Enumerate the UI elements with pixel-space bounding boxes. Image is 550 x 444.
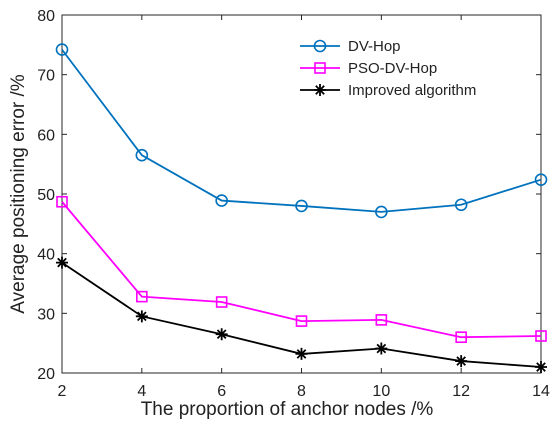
data-point: [455, 331, 467, 344]
data-point: [56, 195, 68, 208]
data-point: [295, 315, 308, 327]
legend: DV-Hop PSO-DV-Hop Improved algorithm: [300, 38, 476, 99]
y-tick-label: 50: [37, 187, 55, 204]
data-point-shape: [535, 361, 547, 374]
legend-marker: [314, 84, 326, 96]
data-point-shape: [215, 328, 228, 341]
x-tick-label: 14: [532, 383, 550, 400]
x-tick-label: 4: [137, 383, 146, 400]
data-point-shape: [295, 347, 308, 360]
series-dv-hop: [55, 43, 548, 219]
y-tick-label: 60: [37, 127, 55, 144]
series-pso-dv-hop: [56, 195, 547, 344]
x-tick-label: 8: [297, 383, 306, 400]
series-layer: [55, 43, 548, 374]
y-tick-label: 80: [37, 8, 55, 25]
data-point-shape: [375, 342, 388, 355]
data-point: [455, 355, 468, 368]
y-axis-label: Average positioning error /%: [8, 74, 29, 313]
data-point: [135, 310, 148, 323]
legend-marker: [314, 62, 326, 74]
legend-label: Improved algorithm: [348, 82, 476, 99]
legend-label: DV-Hop: [348, 38, 401, 55]
x-tick-label: 12: [452, 383, 470, 400]
data-point: [135, 148, 149, 162]
x-tick-label: 10: [372, 383, 390, 400]
data-point: [56, 256, 68, 269]
x-tick-label: 6: [217, 383, 226, 400]
legend-item: DV-Hop: [300, 38, 401, 55]
y-tick-label: 40: [37, 247, 55, 264]
series-improved-algorithm: [56, 256, 547, 374]
y-tick-label: 20: [37, 366, 55, 383]
data-point: [375, 342, 388, 355]
data-point-shape: [56, 256, 68, 269]
y-tick-label: 70: [37, 68, 55, 85]
data-point-shape: [135, 310, 148, 323]
legend-marker: [313, 39, 327, 53]
y-tick-label: 30: [37, 306, 55, 323]
legend-item: PSO-DV-Hop: [300, 60, 437, 77]
data-point: [535, 330, 547, 342]
data-point: [55, 43, 69, 56]
x-tick-label: 2: [58, 383, 67, 400]
axes: 2 4 6 8 10 12 14 20 30 40 50 60 70 80: [37, 8, 550, 400]
data-point: [136, 290, 148, 303]
series-line: [61, 201, 542, 339]
legend-marker-shape: [314, 84, 326, 96]
data-point: [534, 173, 548, 186]
data-point: [215, 194, 228, 207]
data-point: [454, 198, 468, 212]
data-point-shape: [455, 355, 468, 368]
legend-item: Improved algorithm: [300, 82, 476, 99]
x-axis-label: The proportion of anchor nodes /%: [141, 399, 434, 420]
data-point: [535, 361, 547, 374]
data-point: [295, 199, 308, 213]
data-point: [375, 205, 388, 219]
legend-label: PSO-DV-Hop: [348, 60, 437, 77]
data-point: [215, 328, 228, 341]
data-point: [295, 347, 308, 360]
data-point: [375, 314, 388, 326]
series-line: [61, 49, 542, 213]
data-point: [215, 296, 228, 308]
